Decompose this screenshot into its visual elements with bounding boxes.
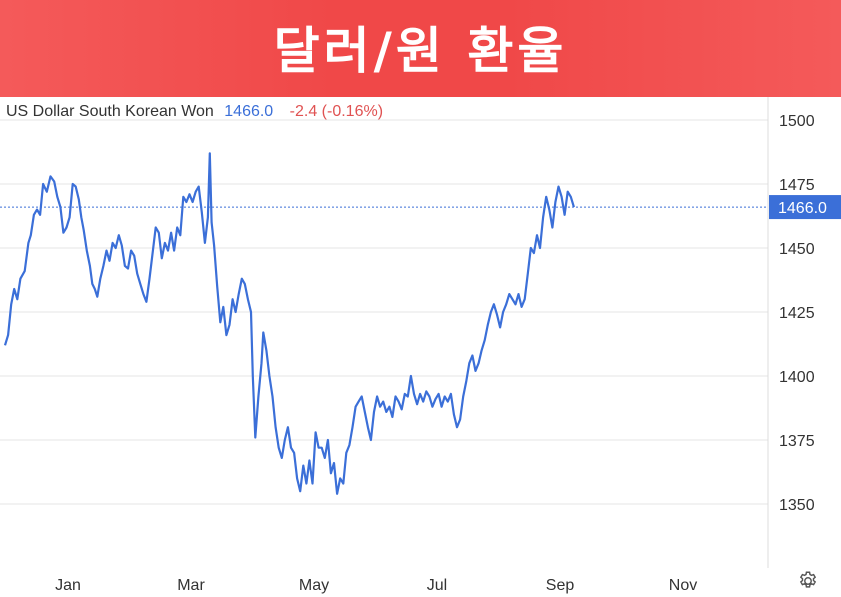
last-price-tag-bg <box>769 195 841 220</box>
y-tick-label: 1450 <box>779 241 815 258</box>
exchange-rate-chart: 1350 1375 1400 1425 1450 1475 1500 Jan Mar May Ju… <box>0 97 841 594</box>
series-line <box>3 152 575 495</box>
gridlines <box>0 119 768 505</box>
x-tick-label: May <box>299 577 329 594</box>
price-change: -2.4 (-0.16%) <box>289 103 384 120</box>
x-tick-label: Sep <box>546 577 575 594</box>
chart-header: US Dollar South Korean Won 1466.0 -2.4 (… <box>6 103 383 123</box>
instrument-name: US Dollar South Korean Won <box>6 103 214 120</box>
current-price: 1466.0 <box>224 103 274 120</box>
gear-icon <box>799 571 817 588</box>
y-tick-label: 1425 <box>779 305 815 322</box>
x-tick-label: Nov <box>669 577 697 594</box>
x-axis: Jan Mar May Jul Sep Nov <box>55 577 697 594</box>
settings-button[interactable] <box>797 570 819 592</box>
x-tick-label: Jul <box>427 577 447 594</box>
y-tick-label: 1400 <box>779 369 815 386</box>
y-tick-label: 1375 <box>779 433 815 450</box>
banner-title: 달러/원 환율 <box>273 21 568 80</box>
y-tick-label: 1475 <box>779 177 815 194</box>
x-tick-label: Jan <box>55 577 81 594</box>
y-tick-label: 1500 <box>779 113 815 130</box>
y-tick-label: 1350 <box>779 497 815 514</box>
title-banner: 달러/원 환율 <box>0 0 841 97</box>
x-tick-label: Mar <box>177 577 205 594</box>
last-price-label: 1466.0 <box>778 200 827 217</box>
y-axis: 1350 1375 1400 1425 1450 1475 1500 <box>779 113 815 514</box>
last-price-tag: 1466.0 <box>769 195 841 220</box>
